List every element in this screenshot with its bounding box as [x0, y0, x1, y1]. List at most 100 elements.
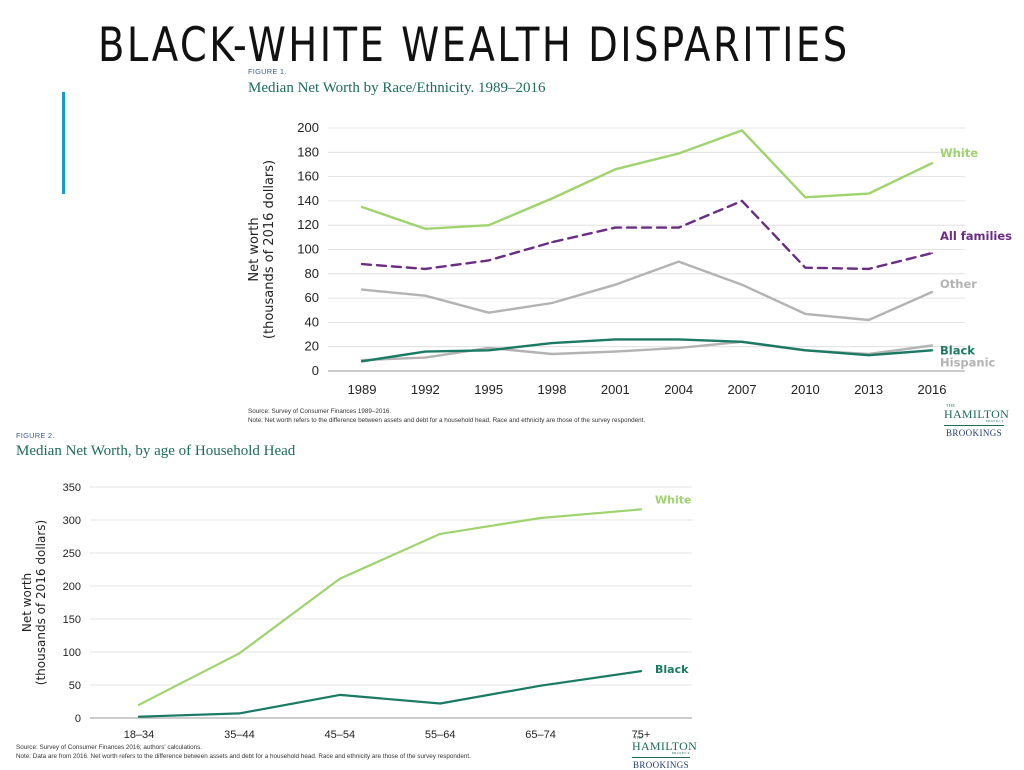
data-point-white — [804, 196, 807, 199]
data-point-black — [487, 349, 490, 352]
data-point-other — [677, 260, 680, 263]
figure1-note-text: Note: Net worth refers to the difference… — [248, 417, 646, 424]
y-tick-label: 100 — [297, 242, 319, 257]
figure2-hamilton-brookings-logo: THE HAMILTON PROJECT BROOKINGS — [632, 735, 698, 770]
y-tick-label: 140 — [297, 193, 319, 208]
data-point-black — [439, 702, 442, 705]
logo-brookings: BROOKINGS — [945, 427, 1003, 438]
data-point-white — [238, 652, 241, 655]
data-point-all-families — [931, 252, 933, 255]
data-point-all-families — [741, 200, 743, 202]
y-axis-label-line: Net worth — [247, 217, 262, 281]
data-point-other — [424, 294, 427, 297]
series-line-white — [360, 129, 934, 231]
x-tick-label: 2007 — [728, 382, 757, 397]
x-tick-label: 2016 — [918, 382, 947, 397]
x-tick-label: 65–74 — [525, 729, 556, 741]
data-point-black — [138, 715, 140, 718]
data-point-black — [238, 712, 241, 715]
y-tick-label: 160 — [297, 169, 319, 184]
y-tick-label: 350 — [63, 482, 81, 494]
x-tick-label: 2010 — [791, 382, 820, 397]
logo-the: THE — [634, 735, 644, 740]
figure2-note-text: Note: Data are from 2016. Net worth refe… — [16, 753, 471, 760]
y-axis-label-line: Net worth — [20, 573, 34, 632]
data-point-black — [424, 350, 427, 353]
y-axis-label: Net worth(thousands of 2016 dollars) — [20, 520, 48, 685]
data-point-all-families — [487, 259, 490, 262]
y-tick-label: 150 — [63, 614, 81, 626]
y-tick-label: 0 — [75, 713, 81, 725]
accent-bar — [62, 92, 65, 194]
data-point-hispanic — [424, 356, 427, 359]
series-label-hispanic: Hispanic — [940, 355, 996, 369]
y-tick-label: 40 — [305, 314, 319, 329]
data-point-black — [614, 338, 617, 341]
data-point-white — [741, 129, 743, 132]
data-point-black — [539, 684, 542, 687]
data-point-hispanic — [867, 353, 870, 355]
series-label-black: Black — [655, 663, 689, 676]
x-tick-label: 55–64 — [425, 729, 456, 741]
logo-hamilton: HAMILTON — [632, 739, 698, 753]
data-point-other — [551, 302, 553, 304]
data-point-other — [931, 291, 933, 293]
data-point-black — [867, 354, 870, 357]
x-tick-label: 2001 — [601, 382, 630, 397]
figure2-source: Source: Survey of Consumer Finances 2016… — [16, 743, 471, 761]
series-label-white: White — [940, 146, 978, 160]
slide-title: BLACK-WHITE WEALTH DISPARITIES — [98, 18, 850, 73]
data-point-hispanic — [741, 340, 743, 343]
y-tick-label: 200 — [297, 120, 319, 135]
data-point-all-families — [804, 266, 807, 269]
x-tick-label: 2004 — [664, 382, 693, 397]
y-tick-label: 100 — [63, 647, 81, 659]
data-point-hispanic — [551, 353, 553, 355]
series-label-white: White — [655, 493, 691, 506]
data-point-hispanic — [677, 347, 680, 349]
data-point-all-families — [614, 226, 617, 229]
data-point-hispanic — [487, 347, 490, 349]
data-point-white — [551, 197, 553, 200]
data-point-white — [439, 532, 442, 535]
figure2-label: FIGURE 2. — [16, 431, 55, 440]
data-point-white — [614, 168, 617, 171]
data-point-white — [338, 577, 341, 580]
x-tick-label: 18–34 — [124, 729, 155, 741]
figure2-source-text: Source: Survey of Consumer Finances 2016… — [16, 744, 203, 751]
y-tick-label: 60 — [305, 290, 319, 305]
series-line-black — [360, 338, 934, 363]
data-point-white — [361, 206, 363, 208]
y-axis-label: Net worth(thousands of 2016 dollars) — [247, 160, 277, 339]
logo-project: PROJECT — [671, 751, 690, 755]
y-tick-label: 120 — [297, 217, 319, 232]
data-point-white — [539, 517, 542, 519]
series-line-white — [137, 508, 643, 706]
data-point-white — [677, 152, 680, 155]
x-tick-label: 1989 — [348, 382, 377, 397]
data-point-black — [741, 340, 743, 343]
y-tick-label: 50 — [69, 680, 81, 692]
y-tick-label: 250 — [63, 548, 81, 560]
data-point-black — [677, 338, 680, 341]
figure1-label: FIGURE 1. — [248, 67, 287, 76]
data-point-white — [931, 162, 933, 165]
series-line-other — [360, 260, 934, 322]
series-line-hispanic — [360, 340, 934, 362]
logo-rule — [632, 756, 690, 758]
data-point-white — [424, 227, 427, 230]
y-tick-label: 20 — [305, 339, 319, 354]
data-point-black — [931, 349, 933, 352]
logo-brookings: BROOKINGS — [632, 759, 690, 770]
y-tick-label: 200 — [63, 581, 81, 593]
x-tick-label: 1995 — [474, 382, 503, 397]
series-label-other: Other — [940, 277, 977, 291]
data-point-all-families — [867, 268, 870, 270]
figure1-title: Median Net Worth by Race/Ethnicity. 1989… — [248, 80, 546, 96]
data-point-black — [640, 670, 642, 673]
data-point-white — [138, 703, 140, 706]
y-tick-label: 80 — [305, 266, 319, 281]
data-point-black — [804, 349, 807, 352]
